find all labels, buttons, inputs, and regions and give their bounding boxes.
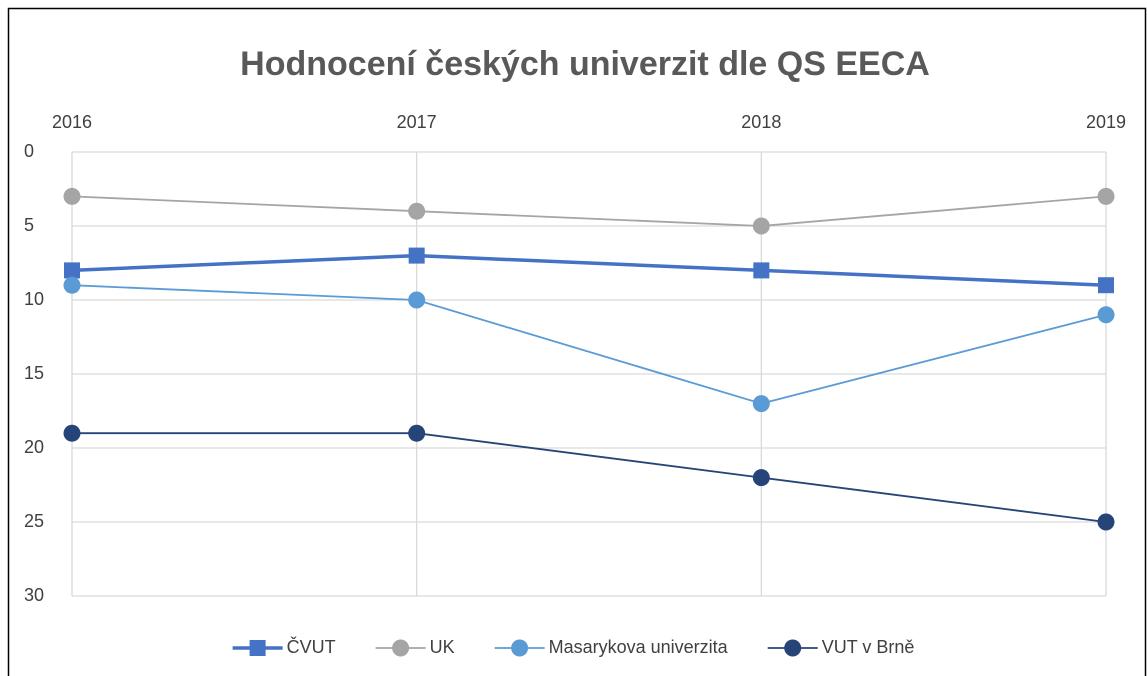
data-point xyxy=(64,262,80,279)
chart-frame xyxy=(7,7,1147,676)
data-point xyxy=(752,395,770,413)
data-point xyxy=(63,276,81,294)
data-point xyxy=(1097,187,1115,205)
series-line xyxy=(71,195,1107,227)
series-line xyxy=(71,253,1107,287)
data-point xyxy=(63,424,81,442)
legend-label: VUT v Brně xyxy=(822,637,915,657)
y-tick-label: 5 xyxy=(24,215,34,235)
x-tick-label: 2019 xyxy=(1086,112,1126,132)
y-tick-label: 10 xyxy=(24,289,44,309)
data-point xyxy=(408,291,426,309)
data-point xyxy=(752,217,770,235)
y-tick-label: 15 xyxy=(24,363,44,383)
y-tick-label: 25 xyxy=(24,511,44,531)
x-tick-label: 2018 xyxy=(741,112,781,132)
x-tick-label: 2017 xyxy=(397,112,437,132)
chart-title: Hodnocení českých univerzit dle QS EECA xyxy=(240,45,930,83)
data-point xyxy=(1097,513,1115,531)
data-point xyxy=(408,247,425,264)
data-point xyxy=(408,202,426,220)
legend-marker xyxy=(511,639,529,657)
data-point xyxy=(63,187,81,205)
legend-label: ČVUT xyxy=(287,636,336,657)
y-tick-label: 30 xyxy=(24,585,44,605)
legend-label: Masarykova univerzita xyxy=(549,637,729,657)
series-line xyxy=(72,432,1107,523)
data-point xyxy=(1098,277,1114,294)
legend-label: UK xyxy=(430,637,455,657)
data-point xyxy=(408,424,426,442)
data-point xyxy=(1097,306,1115,324)
legend-marker xyxy=(784,639,802,657)
legend-marker xyxy=(392,639,410,657)
data-point xyxy=(753,262,770,279)
legend-marker xyxy=(249,640,266,656)
y-tick-label: 20 xyxy=(24,437,44,457)
series-line xyxy=(71,284,1107,405)
y-tick-label: 0 xyxy=(24,141,34,161)
data-point xyxy=(752,469,770,487)
x-tick-label: 2016 xyxy=(52,112,92,132)
